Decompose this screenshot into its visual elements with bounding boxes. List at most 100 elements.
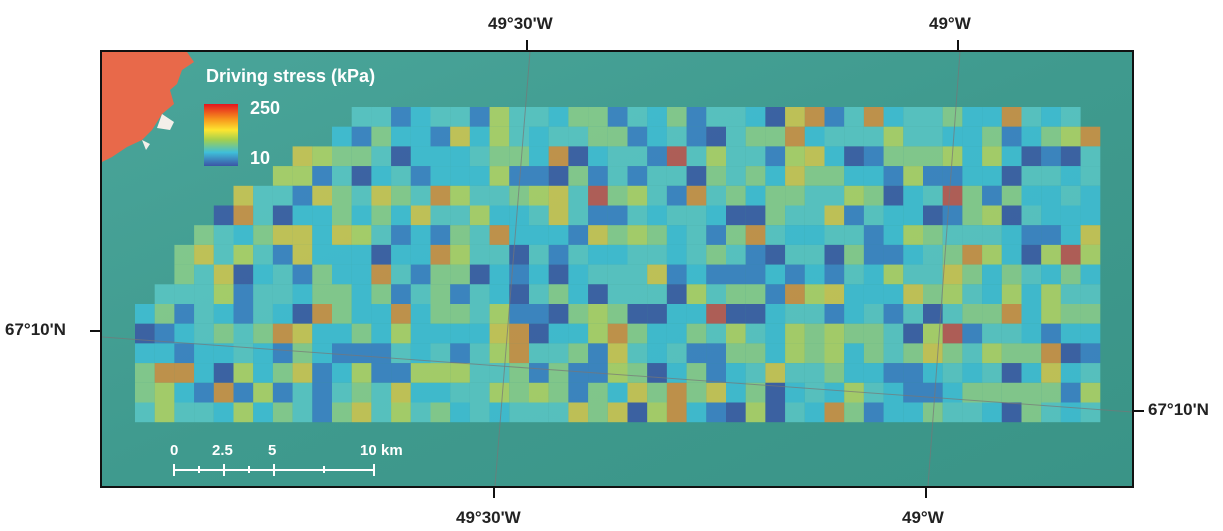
stress-cell: [844, 225, 864, 245]
stress-cell: [588, 244, 608, 265]
stress-cell: [726, 205, 746, 226]
stress-cell: [174, 284, 195, 304]
stress-cell: [686, 244, 707, 265]
stress-cell: [982, 126, 1002, 147]
stress-cell: [430, 146, 451, 167]
stress-cell: [371, 126, 392, 147]
stress-cell: [509, 225, 529, 245]
stress-cell: [489, 264, 510, 285]
stress-cell: [548, 166, 569, 186]
stress-cell: [568, 264, 589, 285]
stress-cell: [588, 323, 608, 344]
stress-cell: [233, 264, 254, 285]
stress-cell: [627, 323, 648, 344]
stress-cell: [509, 363, 529, 383]
stress-cell: [824, 225, 845, 245]
stress-cell: [371, 264, 392, 285]
stress-cell: [942, 107, 963, 127]
stress-cell: [194, 323, 214, 344]
stress-cell: [391, 284, 411, 304]
stress-cell: [824, 402, 845, 423]
stress-cell: [785, 225, 805, 245]
stress-cell: [1001, 107, 1022, 127]
stress-cell: [863, 264, 884, 285]
stress-cell: [982, 402, 1002, 423]
stress-cell: [233, 323, 254, 344]
stress-cell: [509, 166, 529, 186]
stress-cell: [312, 244, 332, 265]
stress-cell: [745, 343, 766, 364]
stress-cell: [1060, 126, 1081, 147]
stress-cell: [942, 363, 963, 383]
stress-cell: [174, 244, 195, 265]
stress-cell: [213, 382, 234, 403]
stress-cell: [982, 284, 1002, 304]
stress-cell: [489, 402, 510, 423]
stress-cell: [726, 244, 746, 265]
stress-cell: [371, 304, 392, 324]
stress-cell: [1060, 166, 1081, 186]
stress-cell: [1001, 402, 1022, 423]
stress-cell: [982, 264, 1002, 285]
stress-cell: [351, 244, 372, 265]
bottom-lon-label-2: 49°W: [902, 508, 944, 527]
stress-cell: [962, 382, 983, 403]
stress-cell: [824, 146, 845, 167]
stress-cell: [745, 363, 766, 383]
stress-cell: [1041, 126, 1061, 147]
stress-cell: [883, 166, 904, 186]
stress-cell: [706, 382, 726, 403]
stress-cell: [430, 107, 451, 127]
stress-cell: [233, 382, 254, 403]
stress-cell: [469, 166, 490, 186]
stress-cell: [588, 205, 608, 226]
stress-cell: [647, 323, 667, 344]
stress-cell: [804, 363, 825, 383]
stress-cell: [883, 225, 904, 245]
stress-cell: [194, 343, 214, 364]
stress-cell: [942, 185, 963, 206]
stress-cell: [647, 185, 667, 206]
stress-cell: [627, 166, 648, 186]
stress-cell: [548, 284, 569, 304]
stress-cell: [726, 264, 746, 285]
stress-cell: [1001, 264, 1022, 285]
stress-cell: [568, 205, 589, 226]
parallel-line: [102, 336, 1132, 413]
stress-cell: [588, 126, 608, 147]
stress-cell: [312, 284, 332, 304]
stress-cell: [489, 284, 510, 304]
stress-cell: [1021, 146, 1042, 167]
stress-cell: [666, 244, 687, 265]
stress-cell: [391, 323, 411, 344]
stress-cell: [450, 126, 470, 147]
stress-cell: [824, 363, 845, 383]
stress-cell: [351, 146, 372, 167]
stress-cell: [272, 343, 293, 364]
stress-cell: [489, 225, 510, 245]
stress-cell: [154, 304, 175, 324]
stress-cell: [292, 284, 313, 304]
stress-cell: [391, 304, 411, 324]
stress-cell: [785, 166, 805, 186]
stress-cell: [1021, 284, 1042, 304]
stress-cell: [430, 225, 451, 245]
stress-cell: [332, 343, 352, 364]
stress-cell: [194, 304, 214, 324]
stress-cell: [1080, 244, 1101, 265]
stress-cell: [1001, 284, 1022, 304]
stress-cell: [469, 284, 490, 304]
bottom-lon-label-1: 49°30'W: [456, 508, 521, 527]
scale-unit: km: [381, 442, 403, 459]
stress-cell: [942, 323, 963, 344]
stress-cell: [509, 323, 529, 344]
stress-cell: [883, 244, 904, 265]
stress-cell: [332, 225, 352, 245]
stress-cell: [391, 264, 411, 285]
stress-cell: [844, 323, 864, 344]
stress-cell: [1041, 323, 1061, 344]
stress-cell: [706, 323, 726, 344]
stress-cell: [962, 185, 983, 206]
stress-cell: [1041, 264, 1061, 285]
stress-cell: [391, 126, 411, 147]
